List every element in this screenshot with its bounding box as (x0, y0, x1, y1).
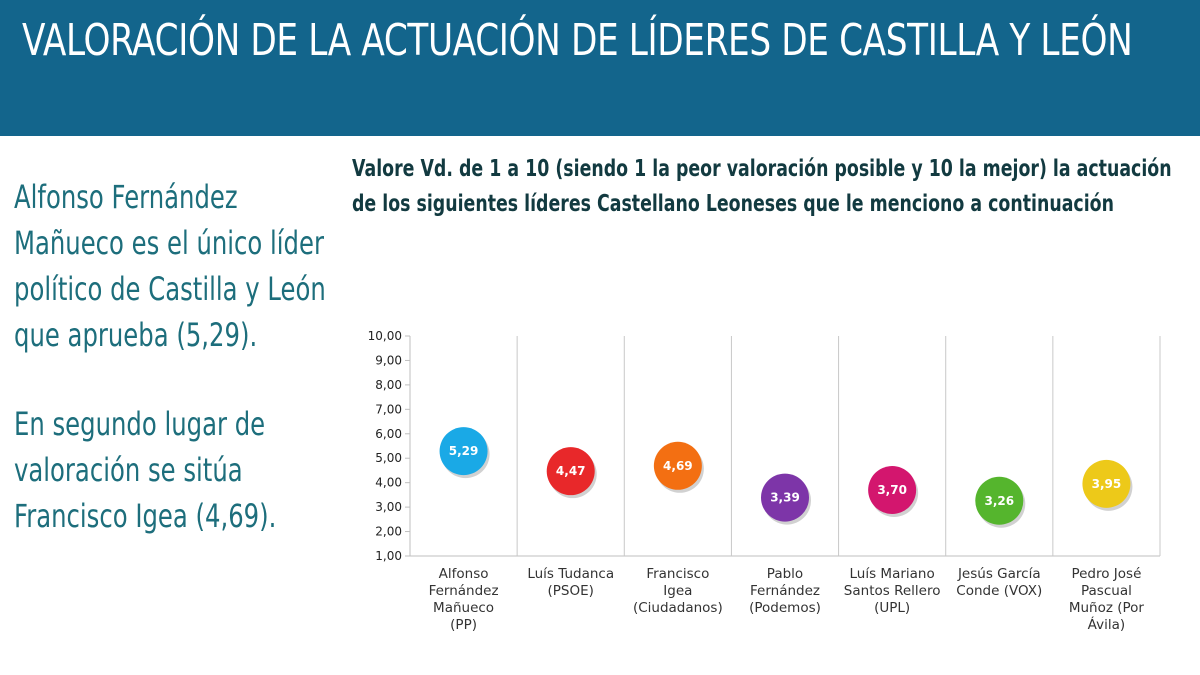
category-label: Luís Tudanca (PSOE) (527, 566, 614, 599)
data-label: 3,26 (984, 494, 1014, 508)
data-label: 3,95 (1092, 477, 1122, 491)
data-point (868, 466, 917, 514)
category-label: Pedro José Pascual Muñoz (Por Ávila) (1069, 566, 1145, 633)
summary-paragraph-2: En segundo lugar de valoración se sitúa … (14, 405, 277, 535)
category-label: Jesús García Conde (VOX) (956, 566, 1042, 599)
title-banner: VALORACIÓN DE LA ACTUACIÓN DE LÍDERES DE… (0, 0, 1200, 136)
y-tick-label: 10,00 (368, 329, 402, 343)
data-label: 3,39 (770, 491, 800, 505)
data-point (653, 441, 702, 490)
summary-paragraph-1: Alfonso Fernández Mañueco es el único lí… (14, 178, 326, 354)
category-label: Francisco Igea (Ciudadanos) (633, 566, 723, 616)
data-point (975, 476, 1024, 525)
category-label: Pablo Fernández (Podemos) (749, 566, 821, 616)
data-point (546, 447, 595, 496)
y-tick-label: 1,00 (375, 549, 402, 563)
survey-question: Valore Vd. de 1 a 10 (siendo 1 la peor v… (352, 156, 1172, 217)
summary-text: Alfonso Fernández Mañueco es el único lí… (14, 174, 333, 582)
data-point (761, 473, 809, 522)
data-label: 3,70 (877, 483, 907, 497)
data-label: 4,47 (556, 464, 586, 478)
data-label: 4,69 (663, 459, 693, 473)
y-tick-label: 8,00 (375, 378, 402, 392)
y-tick-label: 7,00 (375, 402, 402, 416)
category-label: Alfonso Fernández Mañueco (PP) (429, 566, 499, 633)
leader-rating-chart: 1,00 2,00 3,00 4,00 5,00 6,00 7,00 8,00 9,00 10,0… (368, 329, 1161, 633)
data-point (439, 427, 488, 476)
y-tick-label: 5,00 (375, 451, 402, 465)
y-tick-label: 2,00 (375, 525, 402, 539)
data-point (1082, 459, 1131, 508)
y-tick-label: 9,00 (375, 353, 402, 367)
y-tick-label: 3,00 (375, 500, 402, 514)
category-label: Luís Mariano Santos Rellero (UPL) (844, 566, 941, 616)
page-title: VALORACIÓN DE LA ACTUACIÓN DE LÍDERES DE… (22, 15, 1133, 66)
y-tick-label: 6,00 (375, 427, 402, 441)
data-label: 5,29 (449, 444, 479, 458)
y-tick-label: 4,00 (375, 476, 402, 490)
